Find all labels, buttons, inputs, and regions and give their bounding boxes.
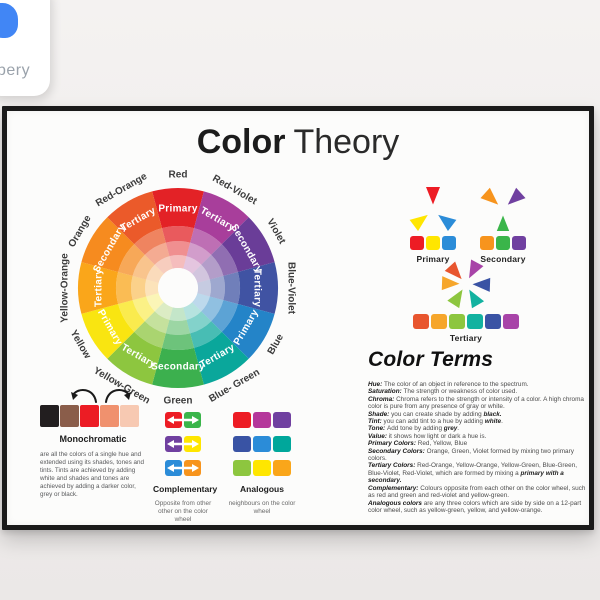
mono-swatch xyxy=(80,405,99,427)
color-swatch xyxy=(253,436,271,452)
term-item: Primary Colors: Red, Yellow, Blue xyxy=(368,440,468,448)
poster-title: Color Theory xyxy=(7,123,589,162)
term-item: Chroma: Chroma refers to the strength or… xyxy=(368,395,584,411)
color-swatch xyxy=(426,236,440,250)
complementary-caption: Opposite from other other on the color w… xyxy=(154,500,212,523)
watermark-card: pery xyxy=(0,0,50,96)
term-item: Complementary: Colours opposite from eac… xyxy=(368,484,586,500)
term-item: Value: it shows how light or dark a hue … xyxy=(368,432,487,440)
complementary-pair xyxy=(165,436,201,452)
color-swatch xyxy=(503,314,519,329)
poster-frame: Color Theory Primary Red Tertiary Red-Violet… xyxy=(2,106,594,530)
analogous-caption: neighbours on the color wheel xyxy=(228,500,296,515)
secondary-group: Secondary xyxy=(462,185,544,264)
color-swatch xyxy=(512,236,526,250)
watermark-logo-icon xyxy=(0,3,18,38)
tertiary-swatches xyxy=(402,314,530,329)
term-item: Saturation: The strength or weakness of … xyxy=(368,388,518,396)
tertiary-group: Tertiary xyxy=(402,257,530,343)
svg-text:Tertiary: Tertiary xyxy=(94,269,105,307)
analogous-label: Analogous xyxy=(240,484,284,494)
term-item: Tone: Add tone by adding grey. xyxy=(368,425,460,433)
color-swatch xyxy=(253,460,271,476)
secondary-swatches xyxy=(462,236,544,250)
svg-text:Violet: Violet xyxy=(264,217,287,247)
color-swatch xyxy=(273,412,291,428)
title-light: Theory xyxy=(293,123,400,161)
analogous-row xyxy=(220,436,304,452)
color-swatch xyxy=(431,314,447,329)
color-swatch xyxy=(273,436,291,452)
title-bold: Color xyxy=(196,123,286,161)
svg-text:Red: Red xyxy=(169,170,188,181)
svg-text:Yellow-Orange: Yellow-Orange xyxy=(60,253,71,323)
svg-text:Tertiary: Tertiary xyxy=(252,269,263,307)
primary-group: Primary xyxy=(392,185,474,264)
monochromatic-section: Monochromatic are all the colors of a si… xyxy=(40,383,146,499)
complementary-arrow-icon xyxy=(167,440,199,448)
primary-petals-icon xyxy=(409,187,457,232)
analogous-row xyxy=(220,460,304,476)
color-swatch xyxy=(449,314,465,329)
analogous-rows xyxy=(220,412,304,476)
complementary-section: Complementary Opposite from other other … xyxy=(153,412,218,524)
primary-swatches xyxy=(392,236,474,250)
term-item: Secondary Colors: Orange, Green, Violet … xyxy=(368,447,574,463)
color-swatch xyxy=(467,314,483,329)
analogous-section: Analogous neighbours on the color wheel xyxy=(220,412,304,516)
mono-swatch xyxy=(60,405,79,427)
color-swatch xyxy=(410,236,424,250)
monochromatic-label: Monochromatic xyxy=(59,434,127,444)
color-swatch xyxy=(485,314,501,329)
term-item: Tint: you can add tint to a hue by addin… xyxy=(368,418,503,426)
color-terms-list: Hue: The color of an object in reference… xyxy=(368,381,587,514)
watermark-text: pery xyxy=(0,62,31,79)
complementary-arrow-icon xyxy=(167,416,199,424)
color-swatch xyxy=(413,314,429,329)
tertiary-pinwheel-icon xyxy=(441,259,491,309)
color-swatch xyxy=(273,460,291,476)
complementary-pair xyxy=(165,412,201,428)
secondary-petals-icon xyxy=(480,187,526,233)
color-swatch xyxy=(233,436,251,452)
term-item: Shade: you can create shade by adding bl… xyxy=(368,410,502,418)
term-item: Hue: The color of an object in reference… xyxy=(368,381,529,388)
svg-text:Green: Green xyxy=(164,396,193,407)
color-swatch xyxy=(442,236,456,250)
color-swatch xyxy=(496,236,510,250)
color-swatch xyxy=(480,236,494,250)
complementary-arrow-icon xyxy=(167,464,199,472)
color-swatch xyxy=(253,412,271,428)
mono-swatch xyxy=(100,405,119,427)
color-theory-poster: Color Theory Primary Red Tertiary Red-Violet… xyxy=(7,111,589,525)
svg-text:Blue: Blue xyxy=(266,332,287,357)
color-terms-heading: Color Terms xyxy=(368,348,494,371)
term-item: Tertiary Colors: Red-Orange, Yellow-Oran… xyxy=(368,462,577,485)
secondary-label: Secondary xyxy=(480,254,526,264)
complementary-label: Complementary xyxy=(153,484,218,494)
mono-swatch xyxy=(40,405,59,427)
tertiary-label: Tertiary xyxy=(449,333,483,343)
svg-text:Secondary: Secondary xyxy=(151,362,205,373)
monochromatic-text: are all the colors of a single hue and e… xyxy=(40,451,144,498)
primary-label: Primary xyxy=(416,254,450,264)
term-item: Analogous colors are any three colors wh… xyxy=(368,499,582,514)
color-swatch xyxy=(233,460,251,476)
complementary-pairs xyxy=(153,412,213,476)
svg-text:Primary: Primary xyxy=(158,204,197,215)
complementary-pair xyxy=(165,460,201,476)
mono-swatch xyxy=(120,405,139,427)
monochromatic-swatches xyxy=(40,405,146,427)
color-swatch xyxy=(233,412,251,428)
analogous-row xyxy=(220,412,304,428)
svg-text:Blue-Violet: Blue-Violet xyxy=(286,262,297,315)
monochromatic-arrows-icon xyxy=(71,389,131,403)
